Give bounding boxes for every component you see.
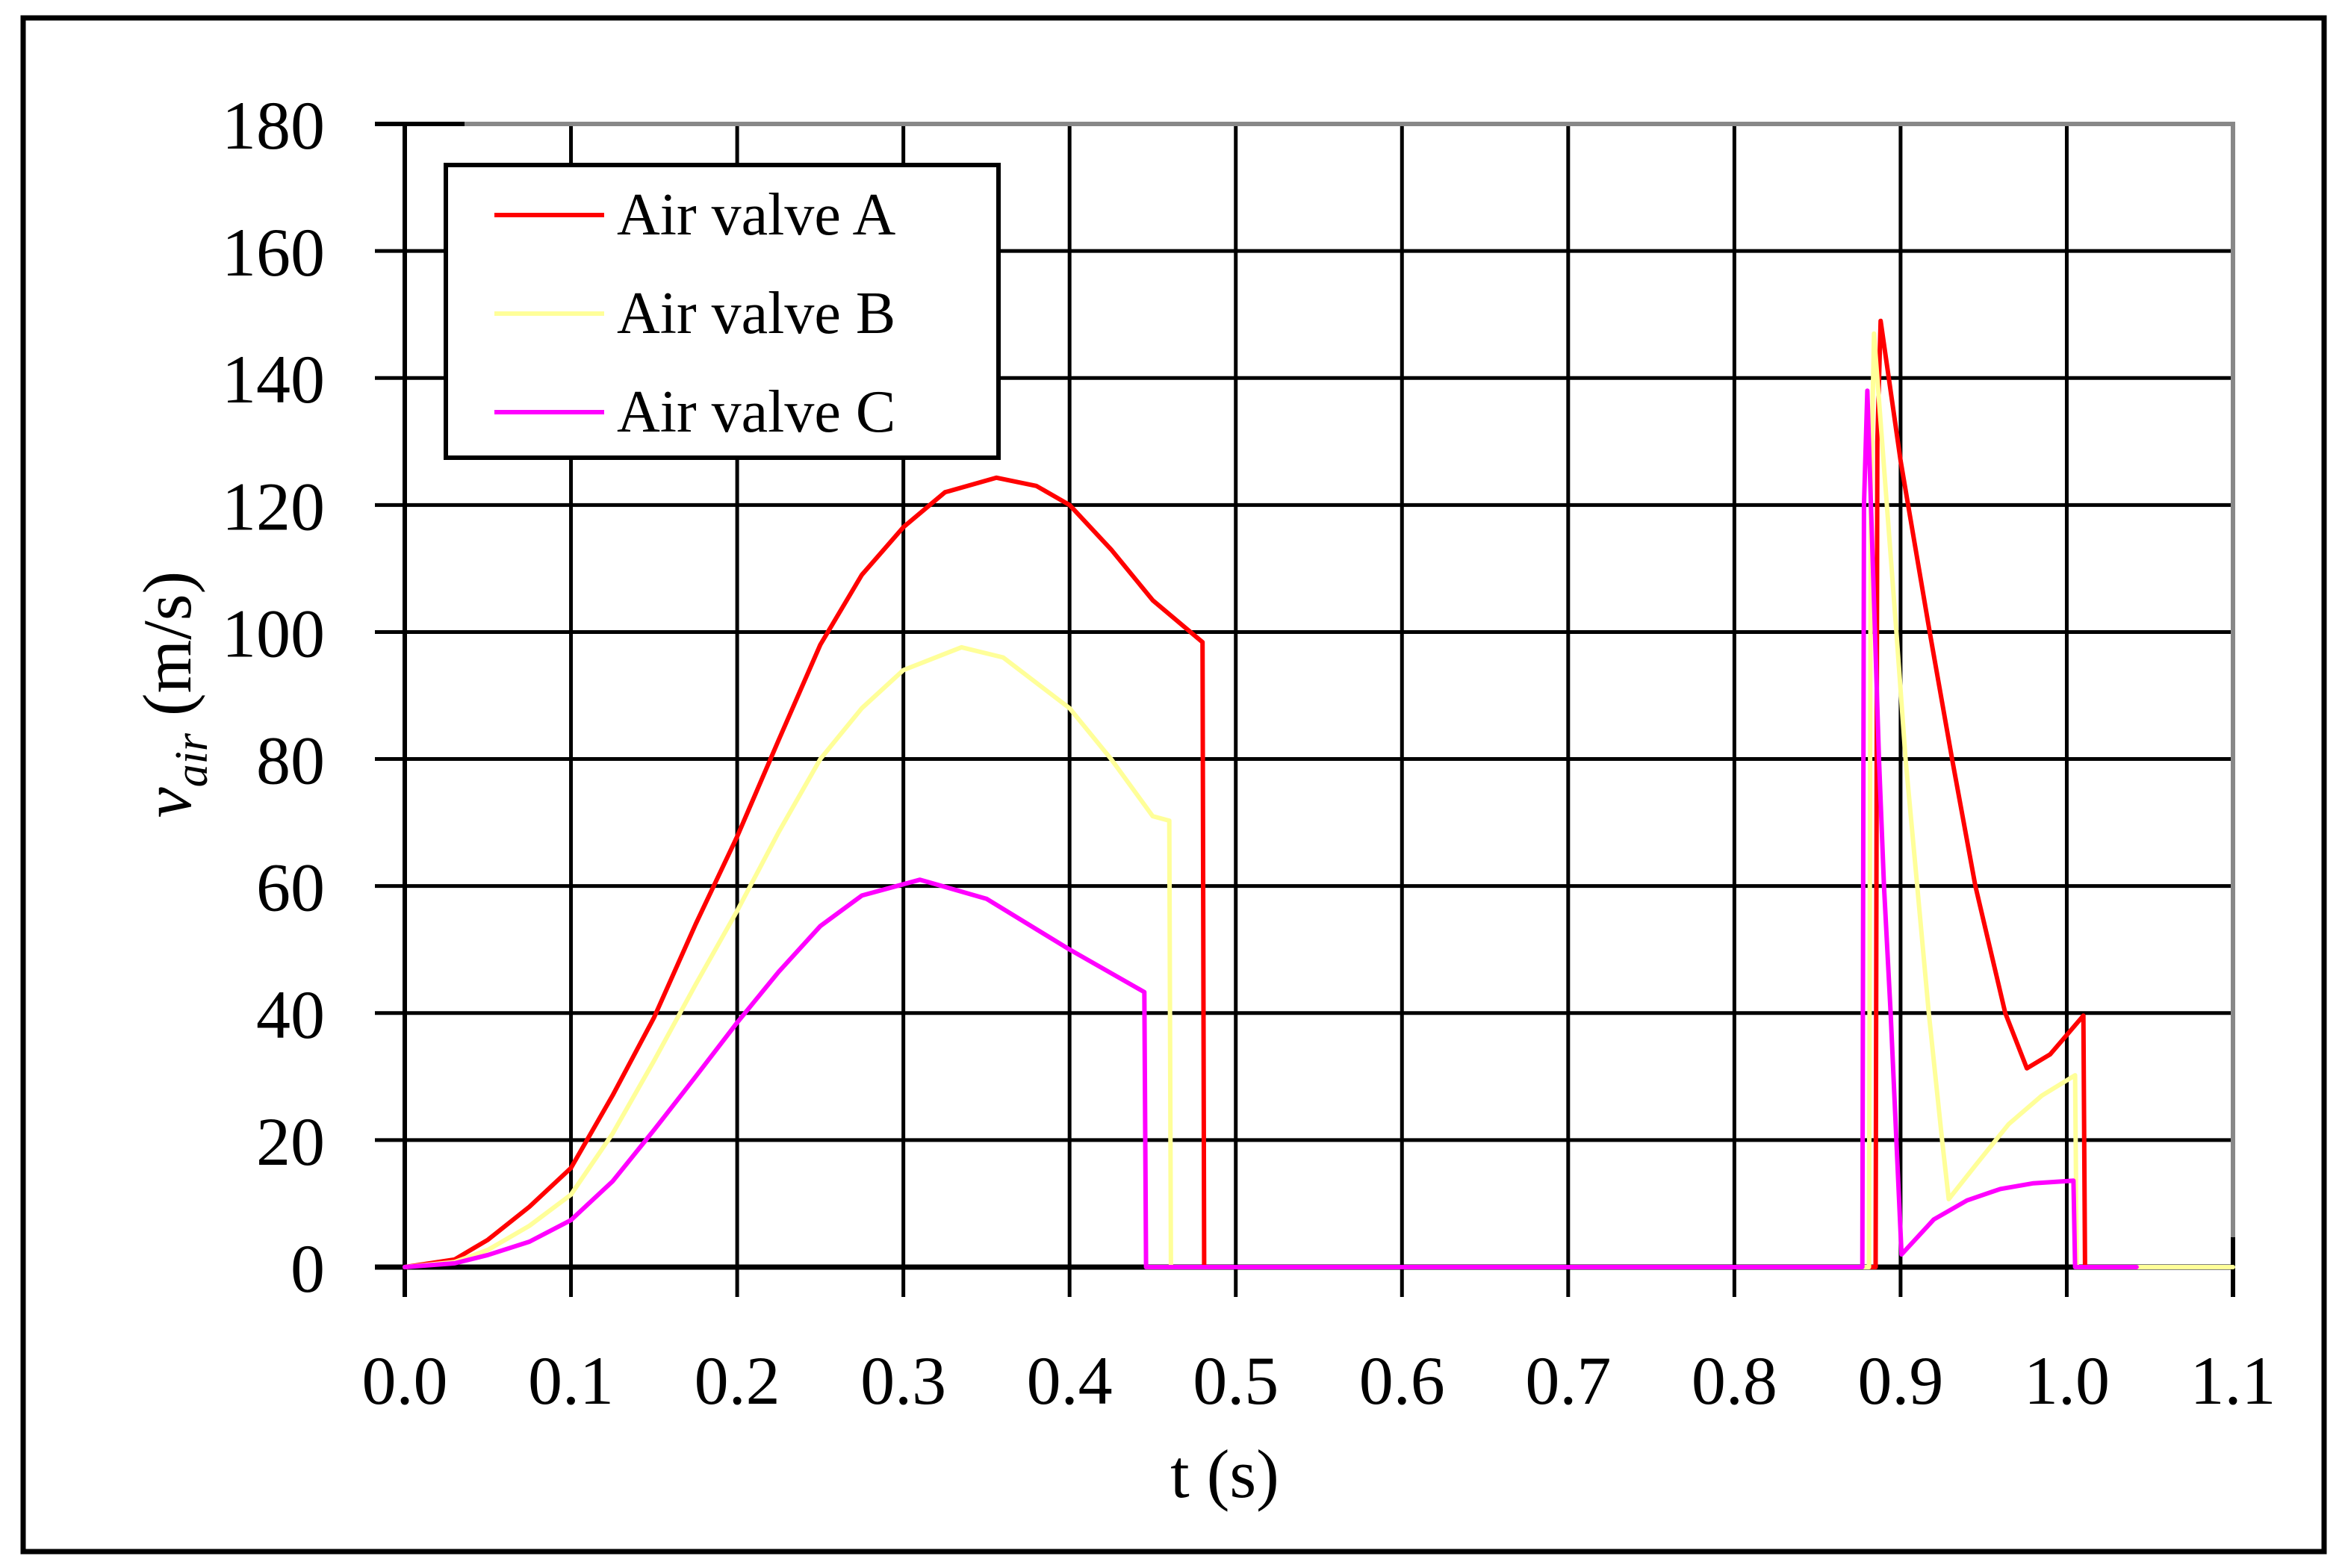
- y-axis-label: vair (m/s): [129, 571, 217, 818]
- y-tick-label: 120: [222, 468, 325, 544]
- x-tick-label: 0.1: [528, 1343, 614, 1419]
- legend-label-a: Air valve A: [617, 182, 895, 248]
- x-tick-label: 0.3: [860, 1343, 946, 1419]
- series-line-c: [403, 388, 2139, 1269]
- y-axis-label-subscript: air: [167, 732, 217, 787]
- y-tick-label: 80: [256, 723, 325, 799]
- y-tick-label: 60: [256, 850, 325, 926]
- grid-lines: [375, 124, 2233, 1297]
- series-line-a: [403, 318, 2087, 1269]
- x-tick-label: 0.2: [695, 1343, 780, 1419]
- y-tick-label: 180: [222, 87, 325, 164]
- x-tick-label: 0.0: [362, 1343, 448, 1419]
- y-tick-label: 160: [222, 214, 325, 290]
- x-tick-label: 0.4: [1027, 1343, 1113, 1419]
- x-tick-label: 0.6: [1359, 1343, 1445, 1419]
- x-axis-label: t (s): [1170, 1436, 1279, 1512]
- y-axis-label-symbol: v: [129, 787, 205, 818]
- x-tick-label: 1.1: [2190, 1343, 2276, 1419]
- legend-label-b: Air valve B: [617, 281, 895, 346]
- x-tick-label: 0.5: [1193, 1343, 1279, 1419]
- series-line-b: [403, 331, 2235, 1269]
- legend-item-b: Air valve B: [494, 281, 895, 346]
- legend-item-c: Air valve C: [494, 379, 895, 445]
- x-tick-label: 0.9: [1857, 1343, 1943, 1419]
- y-tick-label: 40: [256, 977, 325, 1053]
- x-tick-label: 0.7: [1525, 1343, 1611, 1419]
- x-tick-labels: 0.0 0.1 0.2 0.3 0.4 0.5 0.6 0.7 0.8 0.9 1.0 1.1: [362, 1343, 2276, 1419]
- y-tick-labels: 0 20 40 60 80 100 120 140 160 180: [222, 87, 325, 1307]
- legend: Air valve A Air valve B Air valve C: [444, 163, 1001, 460]
- y-tick-label: 140: [222, 341, 325, 417]
- legend-item-a: Air valve A: [494, 182, 895, 248]
- y-tick-label: 0: [291, 1231, 325, 1307]
- x-tick-label: 1.0: [2024, 1343, 2110, 1419]
- data-series: [403, 318, 2235, 1269]
- y-tick-label: 20: [256, 1104, 325, 1180]
- legend-label-c: Air valve C: [617, 379, 895, 445]
- y-tick-label: 100: [222, 595, 325, 671]
- outer-frame: [20, 15, 2327, 1555]
- y-axis-label-unit: (m/s): [129, 571, 205, 733]
- x-tick-label: 0.8: [1692, 1343, 1777, 1419]
